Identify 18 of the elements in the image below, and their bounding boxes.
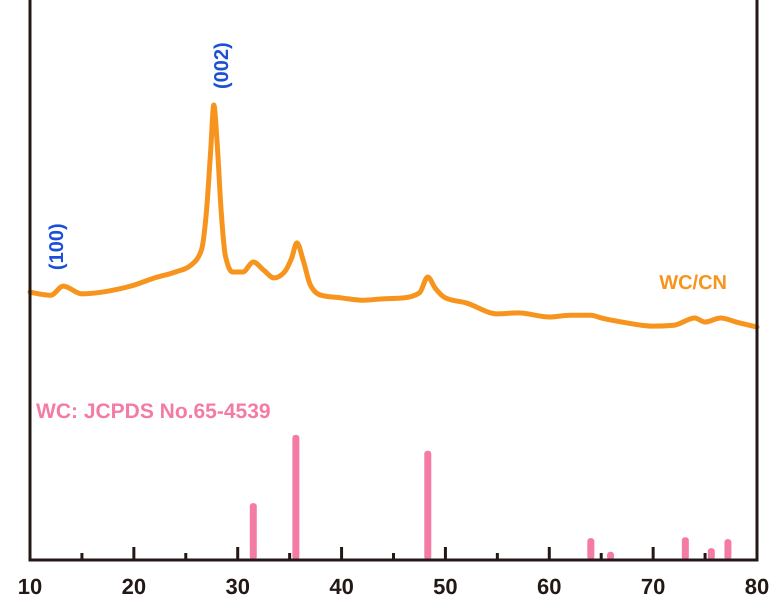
bar: [682, 537, 689, 560]
series-label: WC: JCPDS No.65-4539: [36, 400, 271, 423]
x-tick-label: 50: [433, 574, 458, 599]
annotation: (002): [210, 42, 233, 89]
x-tick-label: 80: [744, 574, 770, 599]
x-tick-label: 30: [225, 574, 250, 599]
bar: [587, 538, 594, 560]
bar: [292, 434, 300, 560]
series-label: WC/CN: [659, 272, 727, 294]
bar: [250, 503, 257, 560]
x-tick-label: 20: [122, 574, 146, 599]
bar: [424, 450, 432, 560]
annotation: (100): [46, 223, 68, 270]
bar: [724, 539, 732, 560]
x-tick-label: 40: [329, 574, 354, 599]
x-tick-label: 60: [537, 574, 562, 599]
x-tick-label: 10: [18, 574, 42, 599]
x-tick-label: 70: [640, 574, 666, 599]
